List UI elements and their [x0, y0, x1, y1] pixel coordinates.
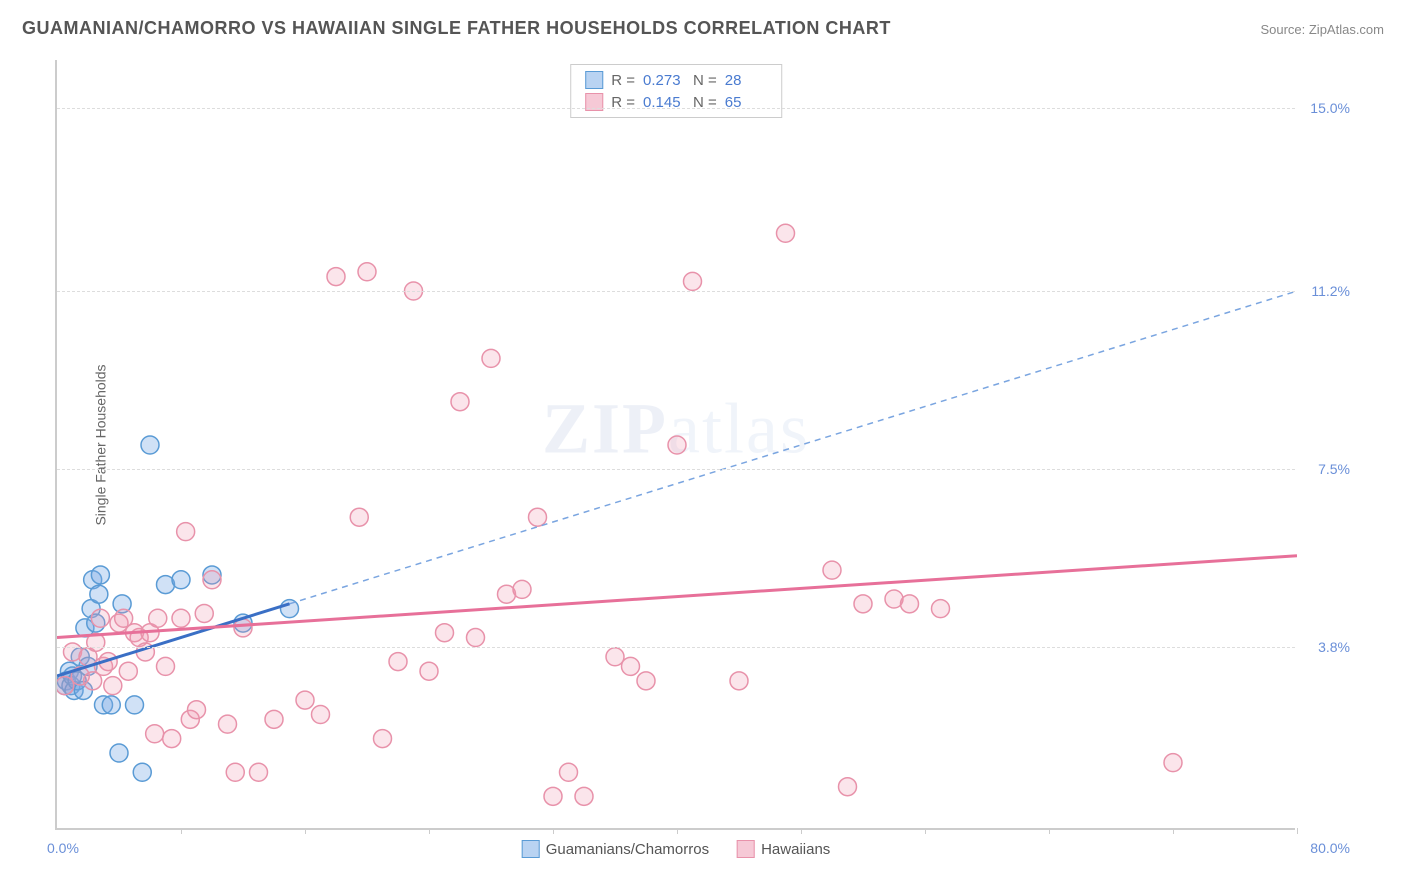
y-tick-label: 3.8%	[1318, 639, 1350, 655]
trendline-hawaiians	[57, 556, 1297, 638]
data-point-guamanians	[141, 436, 159, 454]
gridline	[57, 108, 1295, 109]
x-tick	[1297, 828, 1298, 834]
data-point-hawaiians	[560, 763, 578, 781]
data-point-hawaiians	[839, 778, 857, 796]
y-tick-label: 15.0%	[1310, 100, 1350, 116]
data-point-hawaiians	[312, 706, 330, 724]
stats-legend: R = 0.273 N = 28 R =0.145N =65	[570, 64, 782, 118]
data-point-guamanians	[90, 585, 108, 603]
data-point-hawaiians	[529, 508, 547, 526]
data-point-hawaiians	[163, 730, 181, 748]
data-point-hawaiians	[668, 436, 686, 454]
data-point-hawaiians	[374, 730, 392, 748]
data-point-hawaiians	[146, 725, 164, 743]
data-point-guamanians	[91, 566, 109, 584]
legend-item-guamanians: Guamanians/Chamorros	[522, 840, 709, 858]
x-tick	[801, 828, 802, 834]
legend-swatch	[585, 71, 603, 89]
data-point-hawaiians	[350, 508, 368, 526]
data-point-hawaiians	[622, 657, 640, 675]
data-point-guamanians	[133, 763, 151, 781]
data-point-hawaiians	[730, 672, 748, 690]
source-attribution: Source: ZipAtlas.com	[1260, 22, 1384, 37]
data-point-hawaiians	[777, 224, 795, 242]
legend-label: Guamanians/Chamorros	[546, 841, 709, 858]
data-point-hawaiians	[104, 677, 122, 695]
x-max-label: 80.0%	[1310, 840, 1350, 856]
data-point-guamanians	[102, 696, 120, 714]
r-value: 0.273	[643, 72, 685, 89]
plot-svg	[57, 60, 1297, 830]
data-point-guamanians	[281, 600, 299, 618]
data-point-hawaiians	[203, 571, 221, 589]
chart-container: Single Father Households ZIPatlas R =0.2…	[55, 60, 1355, 830]
bottom-legend: Guamanians/Chamorros Hawaiians	[522, 840, 831, 858]
data-point-hawaiians	[149, 609, 167, 627]
data-point-hawaiians	[226, 763, 244, 781]
x-tick	[1049, 828, 1050, 834]
data-point-hawaiians	[436, 624, 454, 642]
data-point-hawaiians	[250, 763, 268, 781]
source-label: Source:	[1260, 22, 1308, 37]
data-point-hawaiians	[296, 691, 314, 709]
data-point-hawaiians	[327, 268, 345, 286]
x-tick	[925, 828, 926, 834]
data-point-hawaiians	[119, 662, 137, 680]
data-point-hawaiians	[513, 580, 531, 598]
gridline	[57, 291, 1295, 292]
x-tick	[677, 828, 678, 834]
data-point-hawaiians	[420, 662, 438, 680]
x-tick	[305, 828, 306, 834]
data-point-hawaiians	[389, 653, 407, 671]
x-tick	[429, 828, 430, 834]
legend-label: Hawaiians	[761, 841, 830, 858]
data-point-hawaiians	[451, 393, 469, 411]
data-point-hawaiians	[606, 648, 624, 666]
legend-swatch	[522, 840, 540, 858]
x-tick	[1173, 828, 1174, 834]
data-point-hawaiians	[188, 701, 206, 719]
data-point-hawaiians	[684, 272, 702, 290]
x-tick	[181, 828, 182, 834]
n-label: N =	[693, 72, 717, 89]
plot-area: ZIPatlas R =0.273N =28R =0.145N =65 0.0%…	[55, 60, 1295, 830]
x-min-label: 0.0%	[47, 840, 79, 856]
legend-item-hawaiians: Hawaiians	[737, 840, 830, 858]
x-tick	[553, 828, 554, 834]
source-link[interactable]: ZipAtlas.com	[1309, 22, 1384, 37]
data-point-hawaiians	[544, 787, 562, 805]
gridline	[57, 647, 1295, 648]
data-point-hawaiians	[482, 349, 500, 367]
gridline	[57, 469, 1295, 470]
data-point-hawaiians	[195, 604, 213, 622]
data-point-hawaiians	[265, 710, 283, 728]
data-point-guamanians	[126, 696, 144, 714]
data-point-hawaiians	[157, 657, 175, 675]
data-point-hawaiians	[177, 523, 195, 541]
y-tick-label: 11.2%	[1311, 283, 1350, 299]
data-point-hawaiians	[901, 595, 919, 613]
data-point-hawaiians	[219, 715, 237, 733]
data-point-hawaiians	[91, 609, 109, 627]
trendline-guamanians-dashed	[290, 291, 1298, 604]
data-point-guamanians	[110, 744, 128, 762]
data-point-hawaiians	[575, 787, 593, 805]
n-value: 28	[725, 72, 767, 89]
r-label: R =	[611, 72, 635, 89]
chart-title: GUAMANIAN/CHAMORRO VS HAWAIIAN SINGLE FA…	[22, 18, 891, 39]
data-point-hawaiians	[172, 609, 190, 627]
data-point-hawaiians	[823, 561, 841, 579]
y-tick-label: 7.5%	[1318, 461, 1350, 477]
data-point-guamanians	[172, 571, 190, 589]
data-point-hawaiians	[854, 595, 872, 613]
stats-row-hawaiians: R =0.145N =65	[585, 91, 767, 113]
data-point-hawaiians	[932, 600, 950, 618]
data-point-hawaiians	[358, 263, 376, 281]
stats-row-guamanians: R = 0.273 N = 28	[585, 69, 767, 91]
data-point-hawaiians	[467, 629, 485, 647]
data-point-hawaiians	[1164, 754, 1182, 772]
data-point-hawaiians	[637, 672, 655, 690]
legend-swatch	[737, 840, 755, 858]
